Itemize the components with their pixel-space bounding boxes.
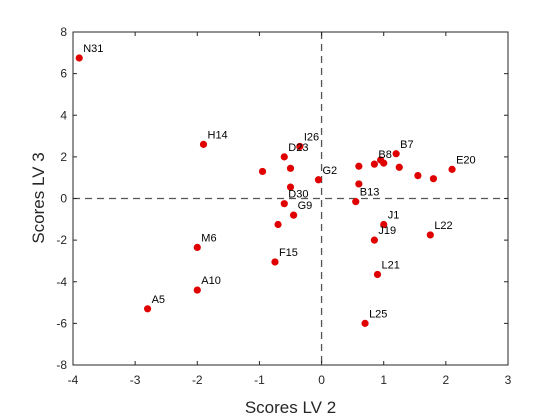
data-point — [429, 175, 438, 183]
data-point — [395, 163, 403, 171]
point-label: F15 — [279, 247, 298, 259]
data-point — [414, 172, 422, 180]
data-point — [370, 160, 378, 168]
data-point — [280, 200, 288, 208]
point-label: I26 — [304, 131, 319, 143]
point-label: J19 — [378, 225, 396, 237]
point-label: B8 — [378, 149, 391, 161]
y-tick-label: -4 — [56, 275, 67, 289]
data-point — [392, 150, 400, 158]
y-tick-label: -8 — [56, 358, 67, 372]
y-tick-label: 2 — [60, 150, 67, 164]
point-label: D23 — [288, 142, 308, 154]
data-point — [373, 270, 382, 279]
point-label: L21 — [382, 259, 400, 271]
y-tick-label: -2 — [56, 233, 67, 247]
data-point — [271, 258, 279, 266]
data-point — [314, 176, 323, 184]
point-label: H14 — [208, 129, 228, 141]
y-tick-label: 0 — [60, 192, 67, 206]
data-point — [380, 220, 388, 229]
point-label: B7 — [400, 139, 413, 151]
x-tick-label: -4 — [68, 373, 79, 387]
data-point — [361, 319, 369, 327]
data-point — [280, 153, 288, 161]
data-point — [355, 162, 363, 170]
data-point — [274, 220, 282, 229]
x-tick-label: 3 — [505, 373, 512, 387]
point-label: G2 — [322, 165, 337, 177]
point-label: L25 — [369, 308, 387, 320]
x-tick-label: -3 — [130, 373, 141, 387]
point-label: A5 — [152, 294, 165, 306]
x-tick-label: -2 — [192, 373, 203, 387]
x-tick-label: 1 — [380, 373, 387, 387]
data-point — [370, 236, 378, 244]
data-point — [426, 231, 434, 239]
point-label: L22 — [434, 220, 452, 232]
y-tick-label: 6 — [60, 67, 67, 81]
point-label: J1 — [388, 210, 400, 222]
data-point — [352, 198, 360, 206]
data-points — [75, 54, 456, 327]
point-label: E20 — [456, 154, 476, 166]
data-point — [290, 211, 298, 219]
data-point — [286, 164, 295, 172]
axis-ticks: -4 -3 -2 -1 0 1 2 3 -8 -6 -4 -2 0 2 4 6 8 — [56, 25, 511, 387]
data-point — [193, 286, 201, 294]
data-point — [143, 305, 152, 313]
point-label: G9 — [298, 200, 313, 212]
point-label: M6 — [201, 232, 216, 244]
data-point — [286, 183, 295, 191]
x-tick-label: 2 — [443, 373, 450, 387]
x-axis-title: Scores LV 2 — [245, 398, 336, 417]
x-tick-label: -1 — [254, 373, 265, 387]
point-label: D30 — [288, 189, 308, 201]
x-tick-label: 0 — [318, 373, 325, 387]
reference-lines — [73, 32, 508, 365]
y-tick-label: -6 — [56, 316, 67, 330]
data-point — [258, 167, 267, 176]
point-label: N31 — [83, 43, 103, 55]
point-label: B13 — [360, 187, 380, 199]
data-point — [296, 142, 304, 151]
data-point — [380, 159, 388, 167]
y-tick-label: 4 — [60, 108, 67, 122]
data-point — [355, 180, 363, 188]
y-axis-title: Scores LV 3 — [29, 152, 48, 243]
point-label: A10 — [201, 275, 221, 287]
data-point — [448, 165, 456, 173]
data-point — [75, 54, 83, 62]
y-tick-label: 8 — [60, 25, 67, 39]
data-point — [193, 243, 201, 252]
data-point — [199, 140, 208, 148]
